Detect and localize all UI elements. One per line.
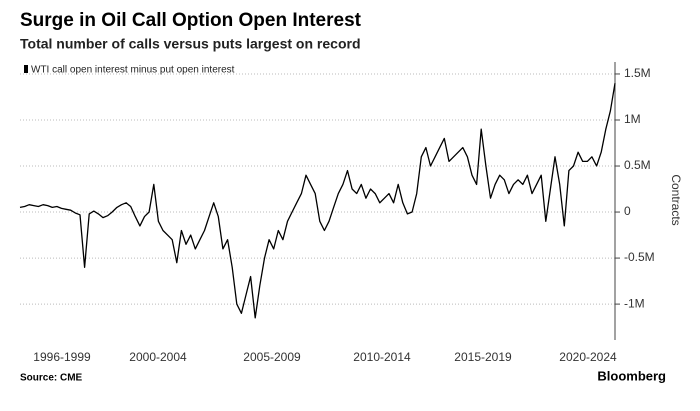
data-line bbox=[19, 83, 616, 319]
brand: Bloomberg bbox=[597, 368, 666, 383]
x-tick-label: 1996-1999 bbox=[33, 350, 91, 364]
source: Source: CME bbox=[20, 373, 83, 384]
chart-title: Surge in Oil Call Option Open Interest bbox=[20, 10, 362, 31]
y-tick-label: 1.5M bbox=[624, 66, 651, 80]
y-tick-label: 0 bbox=[624, 204, 631, 218]
y-tick-label: -0.5M bbox=[624, 250, 655, 264]
legend-swatch bbox=[24, 65, 28, 73]
x-tick-label: 2005-2009 bbox=[243, 350, 301, 364]
x-tick-label: 2015-2019 bbox=[454, 350, 512, 364]
y-tick-label: 1M bbox=[624, 112, 641, 126]
x-tick-label: 2000-2004 bbox=[129, 350, 187, 364]
y-tick-label: 0.5M bbox=[624, 158, 651, 172]
chart-subtitle: Total number of calls versus puts larges… bbox=[20, 36, 361, 52]
legend-label: WTI call open interest minus put open in… bbox=[31, 65, 235, 76]
x-tick-label: 2010-2014 bbox=[353, 350, 411, 364]
y-tick-label: -1M bbox=[624, 296, 645, 310]
x-tick-label: 2020-2024 bbox=[559, 350, 617, 364]
y-axis-label: Contracts bbox=[669, 174, 683, 225]
